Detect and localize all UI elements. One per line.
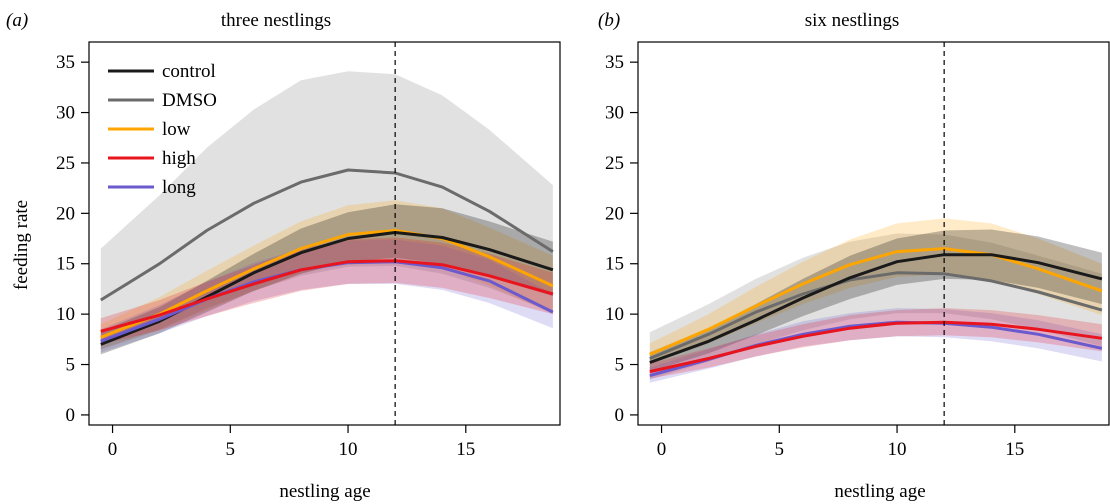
- line-control: [649, 253, 1103, 364]
- band-control: [649, 229, 1102, 372]
- y-tick-label: 35: [56, 52, 75, 73]
- line-dmso: [649, 271, 1103, 360]
- legend: control DMSO low high long: [108, 61, 217, 198]
- y-tick-label: 10: [605, 304, 624, 325]
- y-tick-label: 15: [605, 254, 624, 275]
- legend-label-high: high: [162, 148, 196, 169]
- x-axis-label: nestling age: [834, 481, 925, 502]
- band-dmso: [649, 233, 1102, 380]
- x-axis-label: nestling age: [279, 481, 370, 502]
- x-tick-label: 5: [775, 439, 785, 460]
- y-tick-label: 30: [605, 103, 624, 124]
- legend-label-long: long: [162, 177, 196, 198]
- y-tick-label: 35: [605, 52, 624, 73]
- y-tick-label: 25: [56, 153, 75, 174]
- y-tick-label: 20: [56, 203, 75, 224]
- band-dmso: [100, 71, 553, 350]
- axes: 0 5 10 15 20 25 30 35 0 5 10 15: [605, 41, 1110, 460]
- y-tick-label: 30: [56, 103, 75, 124]
- line-dmso: [100, 168, 554, 302]
- y-tick-label: 10: [56, 304, 75, 325]
- axes: 0 5 10 15 20 25 30 35 0 5 10 15: [56, 41, 561, 460]
- plot-frame: [637, 41, 1110, 426]
- y-tick-label: 0: [615, 405, 625, 426]
- legend-label-low: low: [162, 119, 191, 140]
- x-tick-label: 15: [1005, 439, 1024, 460]
- y-tick-label: 5: [66, 355, 76, 376]
- series-lines: [100, 168, 554, 346]
- panel-b: (b) six nestlings nestling age 0 5 10 15 20 2…: [598, 10, 1110, 502]
- series-lines: [649, 247, 1103, 378]
- x-tick-label: 0: [657, 439, 667, 460]
- x-tick-label: 5: [226, 439, 236, 460]
- plot-frame: [88, 41, 561, 426]
- panel-label: (a): [6, 10, 28, 31]
- x-tick-label: 15: [456, 439, 475, 460]
- y-tick-label: 15: [56, 254, 75, 275]
- y-tick-label: 20: [605, 203, 624, 224]
- panel-a: (a) three nestlings nestling age feeding…: [6, 10, 561, 502]
- panel-label: (b): [598, 10, 620, 31]
- band-control: [100, 204, 553, 355]
- y-axis-label: feeding rate: [11, 200, 32, 290]
- line-high: [100, 259, 554, 333]
- y-tick-label: 25: [605, 153, 624, 174]
- line-high: [649, 320, 1103, 374]
- x-tick-label: 10: [339, 439, 358, 460]
- legend-label-control: control: [162, 61, 216, 82]
- x-tick-label: 10: [888, 439, 907, 460]
- legend-label-dmso: DMSO: [162, 90, 217, 111]
- panel-title: six nestlings: [805, 10, 899, 31]
- x-tick-label: 0: [108, 439, 118, 460]
- panel-title: three nestlings: [221, 10, 331, 31]
- y-tick-label: 5: [615, 355, 625, 376]
- line-low: [100, 229, 554, 339]
- y-tick-label: 0: [66, 405, 76, 426]
- line-low: [649, 247, 1103, 356]
